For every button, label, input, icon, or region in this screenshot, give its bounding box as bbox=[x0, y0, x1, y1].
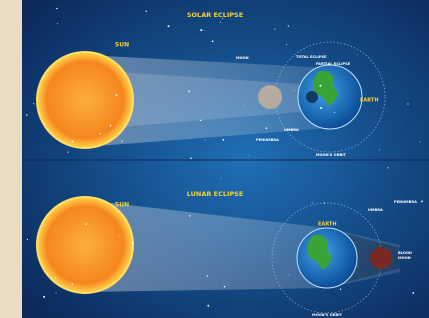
umbra-label: UMBRA bbox=[284, 128, 299, 132]
star bbox=[274, 29, 275, 30]
star bbox=[421, 201, 423, 203]
star bbox=[188, 90, 190, 92]
sun-label: SUN bbox=[115, 42, 129, 49]
star bbox=[33, 103, 34, 104]
penumbra-label: PENUMBRA bbox=[394, 200, 417, 204]
earth-label: EARTH bbox=[318, 222, 337, 228]
blood-moon bbox=[370, 247, 392, 269]
star bbox=[146, 11, 147, 12]
star bbox=[119, 235, 120, 236]
star bbox=[67, 152, 68, 153]
star bbox=[205, 139, 206, 140]
star bbox=[249, 155, 250, 156]
star bbox=[43, 296, 45, 298]
diagram: SOLAR ECLIPSE SUN MOON TOTAL ECLIPSE PAR… bbox=[0, 0, 429, 318]
star bbox=[289, 275, 290, 276]
star bbox=[222, 139, 224, 141]
star bbox=[205, 30, 206, 31]
orbit-label: MOON'S ORBIT bbox=[312, 313, 343, 317]
star bbox=[189, 215, 191, 217]
star bbox=[55, 277, 56, 278]
star bbox=[420, 141, 421, 142]
title: SOLAR ECLIPSE bbox=[187, 11, 243, 19]
star bbox=[168, 25, 170, 27]
moon-shadow bbox=[306, 91, 318, 103]
sun bbox=[37, 197, 133, 293]
umbra-label: UMBRA bbox=[368, 208, 383, 212]
star bbox=[121, 141, 122, 142]
star bbox=[118, 213, 119, 214]
total-eclipse-label: TOTAL ECLIPSE bbox=[296, 55, 327, 59]
star bbox=[85, 223, 87, 225]
star bbox=[79, 53, 80, 54]
blood-moon-label: MOON bbox=[398, 256, 411, 260]
star bbox=[116, 94, 118, 96]
star bbox=[320, 107, 322, 109]
star bbox=[294, 90, 295, 91]
moon bbox=[258, 85, 282, 109]
star bbox=[26, 114, 27, 115]
star bbox=[220, 22, 221, 23]
star bbox=[200, 29, 202, 31]
star bbox=[27, 239, 28, 240]
blood-moon-label: BLOOD bbox=[398, 251, 412, 255]
star bbox=[286, 44, 287, 45]
star bbox=[132, 242, 134, 244]
sun-label: SUN bbox=[115, 202, 129, 209]
star bbox=[224, 286, 226, 288]
penumbra-label: PENUMBRA bbox=[256, 138, 279, 142]
star bbox=[312, 202, 313, 203]
sun bbox=[37, 52, 133, 148]
star bbox=[72, 141, 74, 143]
star bbox=[99, 133, 100, 134]
star bbox=[110, 125, 112, 127]
star bbox=[200, 120, 201, 121]
star bbox=[266, 127, 268, 129]
star bbox=[340, 289, 341, 290]
partial-eclipse-label: PARTIAL ECLIPSE bbox=[316, 62, 351, 66]
star bbox=[57, 23, 58, 24]
moon-label: MOON bbox=[236, 56, 249, 60]
star bbox=[384, 85, 385, 86]
star bbox=[319, 85, 321, 87]
star bbox=[358, 55, 359, 56]
star bbox=[190, 157, 192, 159]
star bbox=[412, 292, 414, 294]
star bbox=[244, 105, 245, 106]
star bbox=[358, 266, 359, 267]
star bbox=[334, 112, 335, 113]
star bbox=[407, 103, 408, 104]
title: LUNAR ECLIPSE bbox=[187, 190, 244, 198]
star bbox=[56, 8, 57, 9]
star bbox=[288, 25, 289, 26]
star bbox=[212, 40, 214, 42]
earth-label: EARTH bbox=[360, 98, 379, 104]
star bbox=[379, 149, 380, 150]
star bbox=[388, 167, 389, 168]
star bbox=[207, 275, 208, 276]
star bbox=[221, 178, 222, 179]
star bbox=[324, 202, 325, 203]
star bbox=[72, 284, 74, 286]
star bbox=[56, 292, 57, 293]
star bbox=[222, 18, 223, 19]
star bbox=[207, 305, 209, 307]
orbit-label: MOON'S ORBIT bbox=[316, 153, 347, 157]
